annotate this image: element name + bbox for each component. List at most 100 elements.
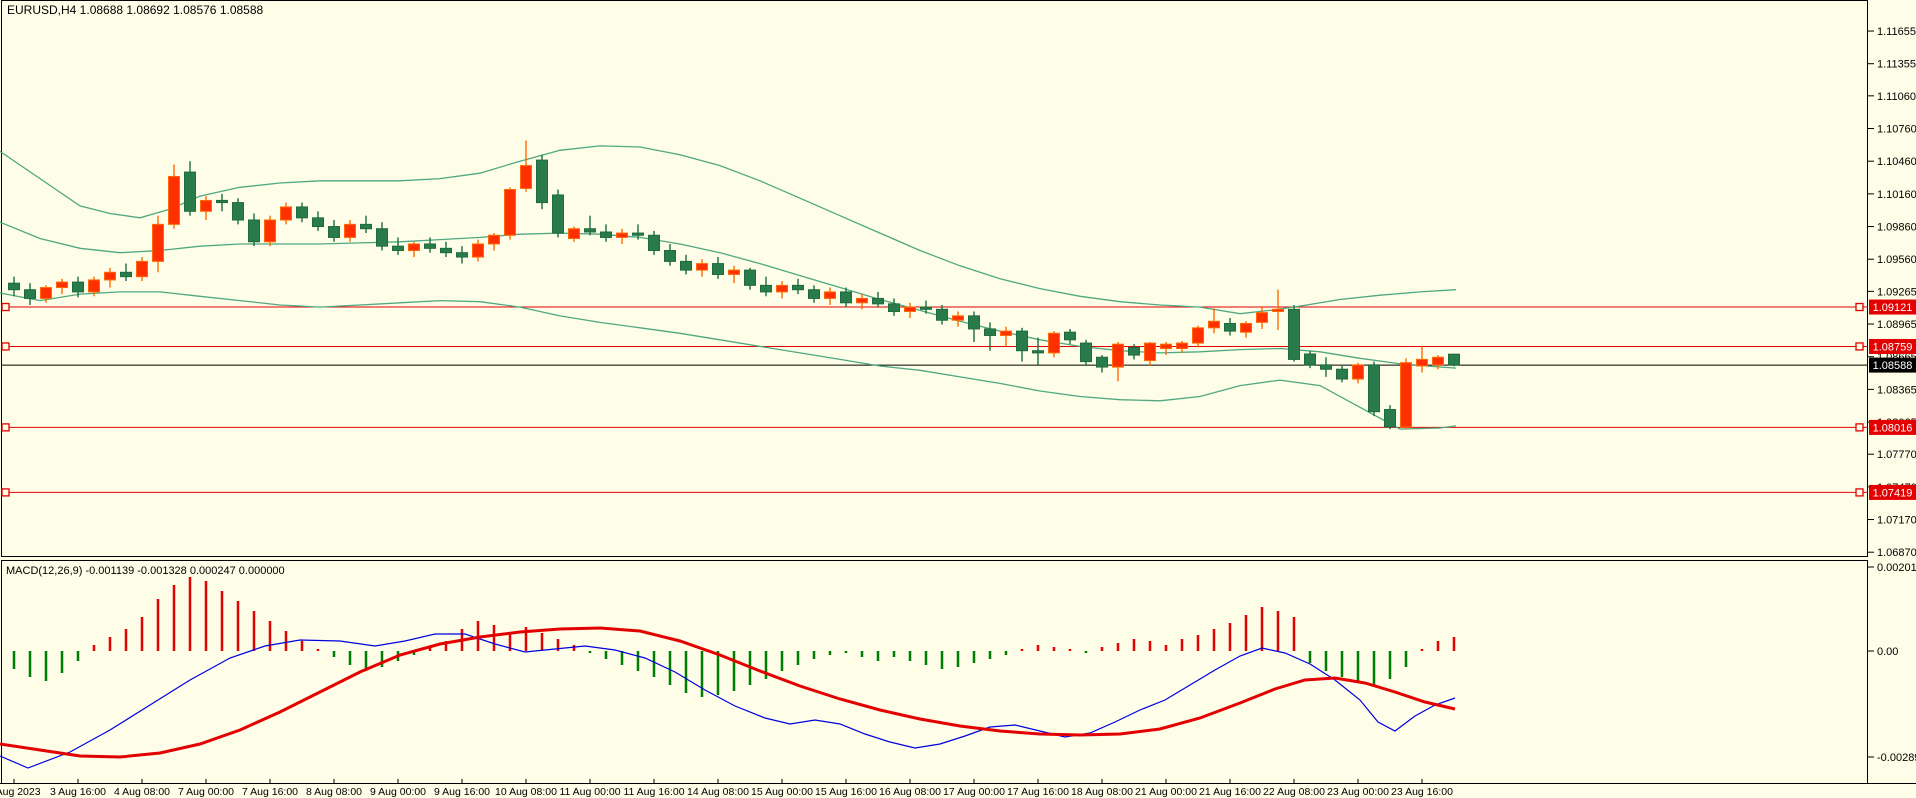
candle <box>56 278 68 295</box>
candle <box>1352 362 1364 384</box>
candle-body <box>488 234 500 245</box>
candle <box>1208 308 1220 334</box>
hline-handle-icon[interactable] <box>1 423 10 432</box>
candle <box>328 220 340 242</box>
candle <box>152 215 164 273</box>
hline-handle-icon[interactable] <box>1 488 10 497</box>
macd-canvas[interactable] <box>0 577 1456 769</box>
candle-body <box>24 289 36 299</box>
candle <box>712 257 724 279</box>
candle <box>136 257 148 282</box>
candle-body <box>680 260 692 271</box>
candle-body <box>296 206 308 219</box>
candle <box>1224 318 1236 336</box>
candle <box>968 311 980 342</box>
candle-body <box>584 228 596 233</box>
candle <box>168 164 180 229</box>
candle <box>504 187 516 240</box>
hline-handle-icon[interactable] <box>1855 488 1864 497</box>
candle-body <box>1032 350 1044 354</box>
candle <box>120 263 132 282</box>
candle <box>1272 289 1284 331</box>
candle <box>1192 325 1204 348</box>
candle <box>1128 344 1140 360</box>
candle-body <box>344 223 356 238</box>
price-label-badge-text: 1.08016 <box>1873 422 1913 434</box>
candle-body <box>232 202 244 221</box>
price-chart-canvas[interactable] <box>0 140 1868 497</box>
candle <box>664 243 676 266</box>
price-label-badge <box>1869 299 1916 315</box>
candle-body <box>120 271 132 278</box>
candle-body <box>840 291 852 304</box>
macd-line <box>0 633 1456 769</box>
price-tick-label: 1.09560 <box>1877 254 1916 266</box>
price-tick-label: 1.11655 <box>1877 26 1916 38</box>
candle <box>232 198 244 225</box>
candle <box>200 196 212 221</box>
candle-body <box>696 263 708 271</box>
candle-body <box>1160 343 1172 350</box>
macd-axis-label: 0.002016 <box>1877 562 1916 574</box>
time-tick-label: 21 Aug 16:00 <box>1199 786 1261 798</box>
price-axis[interactable]: 1.11655 1.11355 1.11060 1.10760 1.10460 1.101… <box>1868 26 1916 764</box>
candle-body <box>1192 327 1204 344</box>
candle <box>920 300 932 314</box>
candle-body <box>136 260 148 278</box>
bollinger-lower-band <box>0 291 1457 430</box>
hline-handle-icon[interactable] <box>1 342 10 351</box>
candle-body <box>792 284 804 291</box>
price-tick-label: 1.10760 <box>1877 124 1916 136</box>
symbol-ohlc-line: EURUSD,H4 1.08688 1.08692 1.08576 1.0858… <box>7 3 264 17</box>
time-tick-label: 17 Aug 16:00 <box>1007 786 1069 798</box>
price-tick-label: 1.11060 <box>1877 91 1916 103</box>
candle-body <box>1080 342 1092 363</box>
price-label-badge-text: 1.08759 <box>1873 341 1913 353</box>
candle-body <box>728 269 740 275</box>
candle <box>1016 327 1028 362</box>
candle <box>520 140 532 192</box>
time-axis[interactable]: 3 Aug 2023 3 Aug 16:00 4 Aug 08:00 7 Aug 00… <box>0 779 1916 798</box>
candle <box>648 230 660 255</box>
candle-body <box>968 315 980 330</box>
time-tick-label: 21 Aug 00:00 <box>1135 786 1197 798</box>
candle-body <box>1320 364 1332 370</box>
candle-body <box>1048 332 1060 354</box>
candle <box>1144 341 1156 366</box>
candle-body <box>504 189 516 236</box>
macd-signal-line <box>0 626 1456 759</box>
candle <box>104 267 116 288</box>
hline-handle-icon[interactable] <box>1855 302 1864 312</box>
candle <box>264 215 276 247</box>
time-tick-label: 23 Aug 16:00 <box>1391 786 1453 798</box>
candle <box>584 215 596 236</box>
hline-handle-icon[interactable] <box>1855 342 1864 351</box>
candle <box>8 276 20 297</box>
candle-body <box>664 250 676 262</box>
candle-body <box>632 232 644 236</box>
hline-handle-icon[interactable] <box>1855 423 1864 432</box>
candle <box>1256 306 1268 329</box>
hline-handle-icon[interactable] <box>1 302 10 312</box>
candle <box>936 304 948 325</box>
price-tick-label: 1.09860 <box>1877 222 1916 234</box>
time-tick-label: 23 Aug 00:00 <box>1327 786 1389 798</box>
time-tick-label: 7 Aug 00:00 <box>178 786 234 798</box>
candle-body <box>40 287 52 299</box>
candle <box>24 283 36 305</box>
candle-body <box>1272 308 1284 313</box>
candle <box>904 302 916 319</box>
candle <box>1032 337 1044 366</box>
candle-body <box>1144 342 1156 362</box>
candle <box>984 322 996 351</box>
candle <box>72 276 84 298</box>
candle-body <box>1384 409 1396 428</box>
candle-body <box>536 159 548 204</box>
time-tick-label: 9 Aug 16:00 <box>434 786 490 798</box>
candle <box>888 298 900 316</box>
price-tick-label: 1.09265 <box>1877 286 1916 298</box>
candle-body <box>248 219 260 243</box>
candle-body <box>888 303 900 313</box>
time-tick-label: 10 Aug 08:00 <box>495 786 557 798</box>
candle <box>216 193 228 212</box>
